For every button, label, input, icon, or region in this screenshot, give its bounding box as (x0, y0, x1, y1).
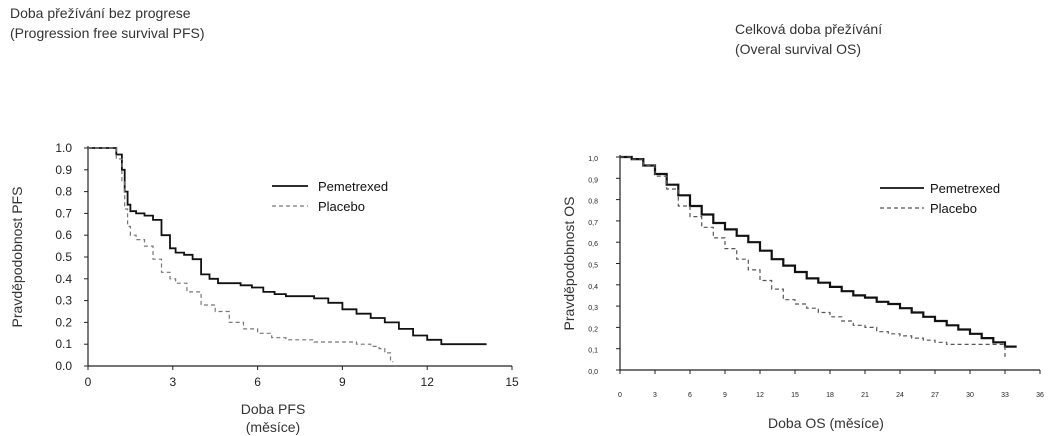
os-y-axis-label: Pravděpodobnost OS (561, 197, 577, 331)
os-y-tick-label: 0,8 (588, 199, 598, 206)
pfs-y-axis-label: Pravděpodobnost PFS (9, 187, 25, 328)
os-y-tick-label: 0,9 (588, 177, 598, 184)
os-y-tick-label: 0,3 (588, 305, 598, 312)
os-x-tick-label: 9 (723, 392, 727, 399)
os-x-axis-label: Doba OS (měsíce) (768, 415, 884, 431)
pfs-title-line-1: Doba přežívání bez progrese (10, 5, 191, 21)
pfs-legend-label-placebo: Placebo (318, 199, 365, 214)
pfs-y-tick-label: 0.5 (55, 250, 72, 264)
os-x-tick-label: 21 (861, 392, 869, 399)
os-chart: 0,00,10,20,30,40,50,60,70,80,91,00 3 6 9 12 1… (561, 155, 1044, 431)
os-y-tick-label: 0,7 (588, 220, 598, 227)
os-y-tick-label: 0,1 (588, 348, 598, 355)
os-title-line-1: Celková doba přežívání (735, 21, 883, 37)
os-y-tick-label: 0,6 (588, 241, 598, 248)
os-y-tick-label: 0,2 (588, 326, 598, 333)
pfs-x-tick-label: 9 (339, 375, 346, 389)
os-series-placebo (620, 156, 1006, 358)
os-x-tick-label: 6 (688, 392, 692, 399)
pfs-x-tick-label: 0 (85, 375, 92, 389)
pfs-y-tick-label: 0.2 (55, 315, 72, 329)
os-y-tick-label: 0,0 (588, 369, 598, 376)
os-legend-label-placebo: Placebo (930, 201, 977, 216)
pfs-series-pemetrexed (88, 147, 487, 346)
os-x-tick-label: 18 (826, 392, 834, 399)
pfs-x-tick-label: 6 (254, 375, 261, 389)
pfs-y-tick-label: 0.8 (55, 185, 72, 199)
pfs-x-tick-label: 12 (421, 375, 435, 389)
os-y-tick-label: 0,4 (588, 284, 598, 291)
os-x-tick-label: 0 (618, 392, 622, 399)
pfs-chart-title: Doba přežívání bez progrese (Progression… (10, 3, 205, 43)
pfs-series-placebo (88, 147, 394, 363)
os-x-tick-label: 15 (791, 392, 799, 399)
pfs-y-tick-label: 0.6 (55, 228, 72, 242)
pfs-y-tick-label: 0.1 (55, 337, 72, 351)
os-x-tick-label: 30 (966, 392, 974, 399)
pfs-y-tick-label: 0.3 (55, 294, 72, 308)
pfs-x-axis-label: Doba PFS (241, 401, 306, 417)
os-x-tick-label: 12 (756, 392, 764, 399)
os-y-tick-label: 0,5 (588, 263, 598, 270)
os-title-line-2: (Overal survival OS) (735, 41, 862, 57)
pfs-y-tick-label: 0.7 (55, 206, 72, 220)
os-x-tick-label: 33 (1001, 392, 1009, 399)
os-x-tick-label: 27 (931, 392, 939, 399)
pfs-title-line-2: (Progression free survival PFS) (10, 25, 205, 41)
os-chart-title: Celková doba přežívání (Overal survival … (735, 19, 882, 59)
pfs-x-tick-label: 15 (505, 375, 519, 389)
os-x-tick-label: 24 (896, 392, 904, 399)
pfs-y-tick-label: 0.4 (55, 272, 72, 286)
pfs-y-tick-label: 0.0 (55, 359, 72, 373)
os-x-tick-label: 36 (1036, 392, 1044, 399)
pfs-chart: 0.0 0.1 0.2 0.3 0.4 0.5 0.6 0.7 0.8 0.9 1.0 0 3 6 9 12 1… (9, 141, 519, 435)
pfs-y-tick-label: 0.9 (55, 163, 72, 177)
pfs-x-tick-label: 3 (169, 375, 176, 389)
pfs-x-axis-label: (měsíce) (246, 419, 300, 435)
os-y-tick-label: 1,0 (588, 156, 598, 163)
os-x-tick-label: 3 (653, 392, 657, 399)
os-series-pemetrexed (620, 155, 1017, 348)
pfs-y-tick-label: 1.0 (55, 141, 72, 155)
os-legend-label-pemetrexed: Pemetrexed (930, 181, 1000, 196)
pfs-legend-label-pemetrexed: Pemetrexed (318, 179, 388, 194)
